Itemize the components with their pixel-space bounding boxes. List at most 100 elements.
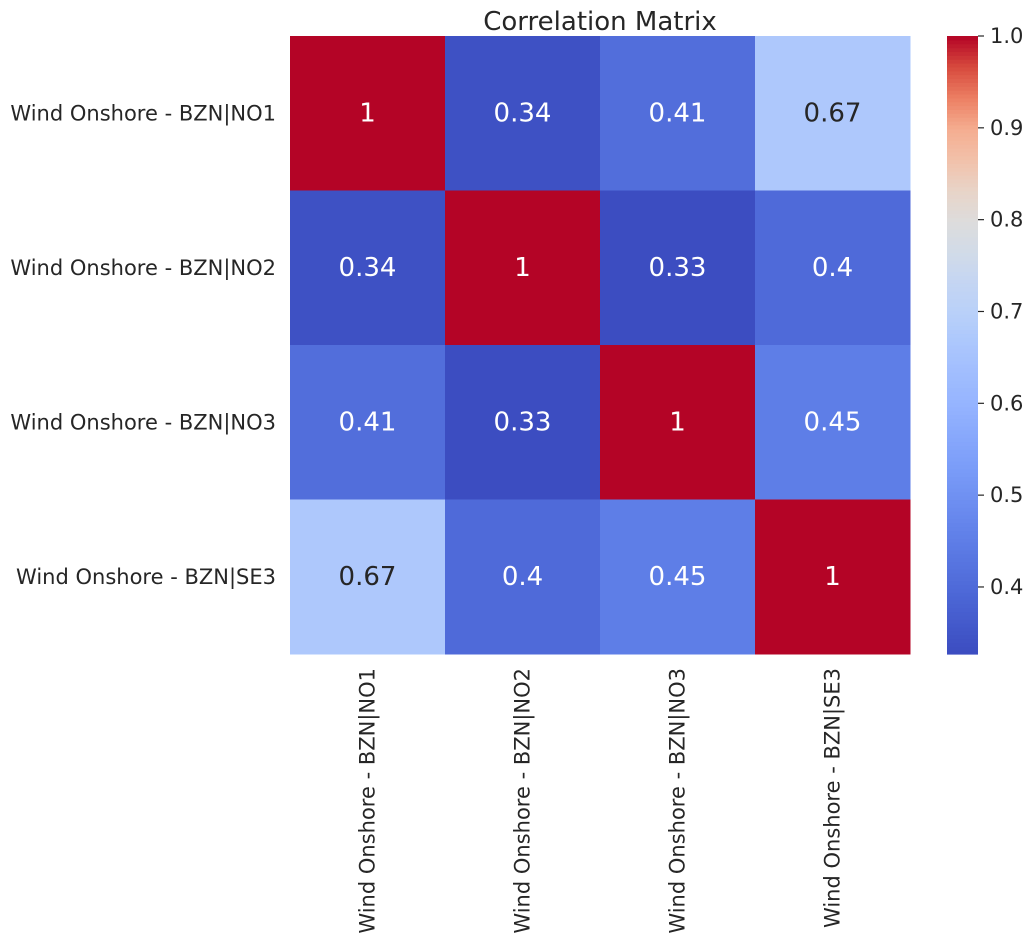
colorbar-segment xyxy=(947,321,978,327)
heatmap-cell xyxy=(290,190,446,346)
colorbar-segment xyxy=(947,70,978,76)
colorbar-segment xyxy=(947,333,978,338)
colorbar-tick-label: 0.6 xyxy=(990,391,1023,415)
row-labels: Wind Onshore - BZN|NO1 Wind Onshore - BZN… xyxy=(10,101,276,590)
cell-value-label: 1 xyxy=(514,253,531,283)
colorbar-segment xyxy=(947,190,978,195)
colorbar-segment xyxy=(947,287,978,292)
colorbar-segment xyxy=(947,171,978,176)
colorbar-segment xyxy=(947,74,978,80)
colorbar-segment xyxy=(947,460,978,466)
colorbar-segment xyxy=(947,178,978,184)
colorbar-segment xyxy=(947,584,978,589)
heatmap-cell xyxy=(755,190,911,346)
cell-value-label: 0.67 xyxy=(339,562,397,592)
heatmap-cell xyxy=(290,36,446,191)
colorbar-segment xyxy=(947,387,978,392)
colorbar-segment xyxy=(947,345,978,350)
colorbar-segment xyxy=(947,43,978,49)
colorbar-segment xyxy=(947,163,978,168)
colorbar-segment xyxy=(947,603,978,609)
colorbar-segment xyxy=(947,194,978,199)
colorbar-segment xyxy=(947,406,978,412)
colorbar-segment xyxy=(947,236,978,242)
colorbar-segment xyxy=(947,36,978,41)
colorbar-segment xyxy=(947,229,978,234)
colorbar-segment xyxy=(947,545,978,551)
colorbar-segment xyxy=(947,634,978,640)
colorbar-segment xyxy=(947,348,978,354)
colorbar-segment xyxy=(947,433,978,439)
colorbar-segment xyxy=(947,263,978,269)
colorbar-segment xyxy=(947,260,978,265)
colorbar-segment xyxy=(947,240,978,246)
colorbar-segment xyxy=(947,526,978,531)
colorbar-segment xyxy=(947,372,978,377)
colorbar-segment xyxy=(947,317,978,323)
cell-value-label: 1 xyxy=(359,98,376,128)
colorbar-segment xyxy=(947,225,978,230)
colorbar-segment xyxy=(947,538,978,543)
colorbar-segment xyxy=(947,209,978,215)
chart-title: Correlation Matrix xyxy=(483,7,717,37)
column-tick-label: Wind Onshore - BZN|NO1 xyxy=(356,668,381,934)
colorbar-segment xyxy=(947,256,978,261)
colorbar-segment xyxy=(947,175,978,180)
colorbar-segment xyxy=(947,476,978,481)
colorbar-segment xyxy=(947,113,978,118)
colorbar-segment xyxy=(947,78,978,83)
colorbar-segment xyxy=(947,368,978,373)
colorbar-segment xyxy=(947,136,978,141)
colorbar-segment xyxy=(947,97,978,103)
colorbar-segment xyxy=(947,182,978,188)
heatmap-cell xyxy=(600,499,756,655)
colorbar-segment xyxy=(947,63,978,68)
heatmap-cell xyxy=(445,499,601,655)
colorbar-segment xyxy=(947,294,978,300)
colorbar-segment xyxy=(947,418,978,423)
cell-value-label: 0.33 xyxy=(649,253,707,283)
colorbar-segment xyxy=(947,290,978,296)
heatmap-cell xyxy=(600,345,756,500)
colorbar-segment xyxy=(947,472,978,477)
row-tick-label: Wind Onshore - BZN|NO1 xyxy=(10,101,276,126)
colorbar-segment xyxy=(947,553,978,559)
cell-value-label: 1 xyxy=(669,407,686,437)
colorbar-segment xyxy=(947,518,978,524)
colorbar-segment xyxy=(947,93,978,99)
colorbar-segment xyxy=(947,314,978,319)
colorbar-segment xyxy=(947,534,978,539)
colorbar-segment xyxy=(947,302,978,307)
colorbar-segment xyxy=(947,615,978,620)
cell-value-label: 0.4 xyxy=(502,562,543,592)
colorbar-segment xyxy=(947,186,978,192)
heatmap-cell xyxy=(290,499,446,655)
colorbar-segment xyxy=(947,66,978,72)
colorbar-segment xyxy=(947,202,978,207)
colorbar-segment xyxy=(947,213,978,219)
colorbar-segment xyxy=(947,565,978,570)
colorbar-segment xyxy=(947,252,978,257)
colorbar-segment xyxy=(947,337,978,342)
colorbar-segment xyxy=(947,232,978,238)
colorbar-segment xyxy=(947,441,978,447)
cell-value-label: 0.41 xyxy=(339,407,397,437)
colorbar-segment xyxy=(947,148,978,153)
colorbar-segment xyxy=(947,626,978,632)
colorbar-segment xyxy=(947,541,978,547)
colorbar-segment xyxy=(947,105,978,110)
colorbar-segment xyxy=(947,445,978,450)
colorbar-segment xyxy=(947,511,978,516)
colorbar-segment xyxy=(947,395,978,400)
cell-value-label: 0.67 xyxy=(804,98,862,128)
colorbar-segment xyxy=(947,495,978,501)
colorbar-segment xyxy=(947,480,978,485)
colorbar-segment xyxy=(947,117,978,122)
colorbar-tick-label: 0.9 xyxy=(990,116,1023,140)
cell-value-label: 0.4 xyxy=(812,253,853,283)
colorbar-segment xyxy=(947,599,978,605)
colorbar-segment xyxy=(947,167,978,172)
colorbar-segment xyxy=(947,124,978,130)
